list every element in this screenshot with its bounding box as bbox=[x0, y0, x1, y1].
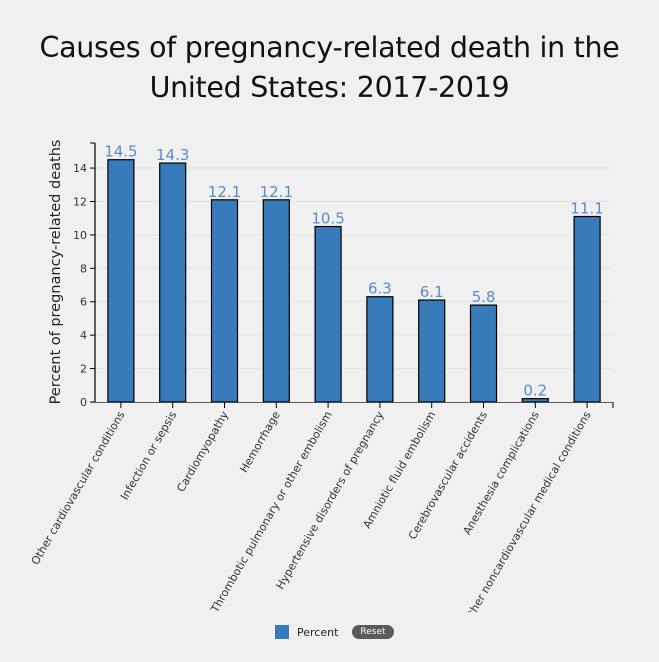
x-tick-label: Other cardiovascular conditions bbox=[29, 409, 128, 567]
bar bbox=[262, 199, 290, 403]
data-label: 6.1 bbox=[420, 283, 444, 301]
y-tick-label: 6 bbox=[80, 296, 87, 309]
x-tick-label: Infection or sepsis bbox=[118, 409, 180, 503]
bar bbox=[210, 199, 239, 403]
y-tick-label: 2 bbox=[80, 363, 87, 376]
data-label: 11.1 bbox=[570, 200, 603, 218]
y-tick-label: 14 bbox=[73, 162, 87, 175]
x-tick-label: Cardiomyopathy bbox=[174, 409, 231, 495]
bar bbox=[314, 225, 342, 403]
y-axis-label: Percent of pregnancy-related deaths bbox=[48, 140, 64, 405]
data-label: 5.8 bbox=[472, 288, 496, 306]
y-tick-label: 4 bbox=[80, 329, 87, 342]
bar bbox=[159, 162, 187, 403]
legend: Percent Reset bbox=[275, 625, 394, 639]
y-tick-label: 12 bbox=[73, 195, 87, 208]
data-label: 14.3 bbox=[156, 146, 189, 164]
bar bbox=[469, 304, 498, 403]
bar bbox=[366, 296, 394, 403]
reset-button[interactable]: Reset bbox=[352, 625, 394, 639]
x-axis: Other cardiovascular conditionsInfection… bbox=[29, 402, 614, 612]
y-tick-label: 8 bbox=[80, 262, 87, 275]
data-label: 12.1 bbox=[260, 183, 293, 201]
chart-title: Causes of pregnancy-related death in the… bbox=[0, 28, 659, 108]
bar bbox=[107, 159, 135, 403]
x-tick-label: Hypertensive disorders of pregnancy bbox=[274, 409, 387, 592]
legend-swatch[interactable] bbox=[275, 625, 289, 639]
legend-label[interactable]: Percent bbox=[297, 625, 339, 639]
data-label: 10.5 bbox=[311, 210, 344, 228]
y-tick-label: 10 bbox=[73, 229, 87, 242]
bars bbox=[107, 159, 601, 403]
y-axis: 0 2 4 6 8 10 12 14 bbox=[73, 142, 96, 409]
bar bbox=[573, 215, 601, 403]
bar bbox=[418, 299, 446, 403]
chart-title-line-1: Causes of pregnancy-related death in the bbox=[39, 31, 620, 64]
data-labels: 14.5 14.3 12.1 12.1 10.5 6.3 6.1 5.8 0.2 11.1 bbox=[104, 143, 604, 400]
data-label: 6.3 bbox=[368, 280, 392, 298]
data-label: 14.5 bbox=[104, 143, 137, 161]
bar-chart: 14.5 14.3 12.1 12.1 10.5 6.3 6.1 5.8 0.2 11.1 0 2 4… bbox=[29, 140, 614, 612]
x-tick-label: Hemorrhage bbox=[237, 409, 283, 475]
y-tick-label: 0 bbox=[80, 396, 87, 409]
data-label: 12.1 bbox=[208, 183, 241, 201]
data-label: 0.2 bbox=[523, 382, 547, 400]
chart-title-line-2: United States: 2017-2019 bbox=[149, 71, 510, 104]
